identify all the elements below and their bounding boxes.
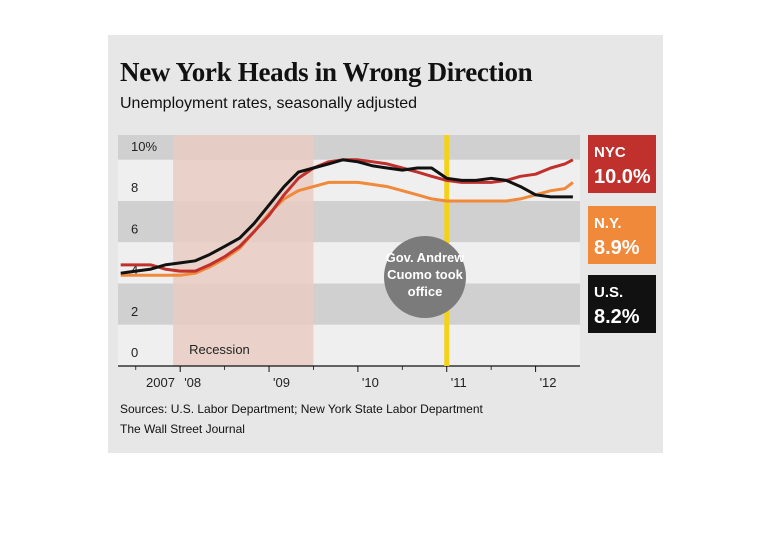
publisher-credit: The Wall Street Journal	[120, 422, 245, 436]
y-tick-label: 10%	[131, 139, 157, 154]
y-tick-label: 6	[131, 221, 138, 236]
value-box-us	[588, 275, 656, 333]
x-tick-label: '12	[540, 375, 557, 390]
chart-title: New York Heads in Wrong Direction	[120, 57, 533, 87]
series-line-us	[120, 158, 573, 275]
annotation-text-line: Cuomo took	[387, 267, 464, 282]
x-tick-label: '11	[451, 375, 467, 390]
x-tick-label: '10	[362, 375, 379, 390]
x-tick-label: '09	[273, 375, 290, 390]
annotation-text-line: office	[408, 284, 443, 299]
value-box-ny	[588, 206, 656, 264]
recession-label: Recession	[189, 342, 250, 357]
y-tick-label: 2	[131, 304, 138, 319]
x-tick-label: 2007	[146, 375, 175, 390]
x-tick-label: '08	[184, 375, 201, 390]
y-tick-label: 0	[131, 345, 138, 360]
value-box-nyc	[588, 135, 656, 193]
source-note: Sources: U.S. Labor Department; New York…	[120, 402, 483, 416]
value-box-name: N.Y.	[594, 215, 622, 232]
annotation-bubble	[384, 236, 466, 318]
value-box-name: NYC	[594, 144, 626, 161]
value-box-value: 10.0%	[594, 166, 651, 188]
value-box-name: U.S.	[594, 284, 623, 301]
y-tick-label: 8	[131, 180, 138, 195]
chart-subtitle: Unemployment rates, seasonally adjusted	[120, 95, 418, 112]
recession-band	[173, 135, 314, 366]
value-box-value: 8.9%	[594, 237, 640, 259]
value-box-value: 8.2%	[594, 306, 640, 328]
series-line-ny	[120, 180, 574, 277]
annotation-text-line: Gov. Andrew	[386, 250, 466, 265]
